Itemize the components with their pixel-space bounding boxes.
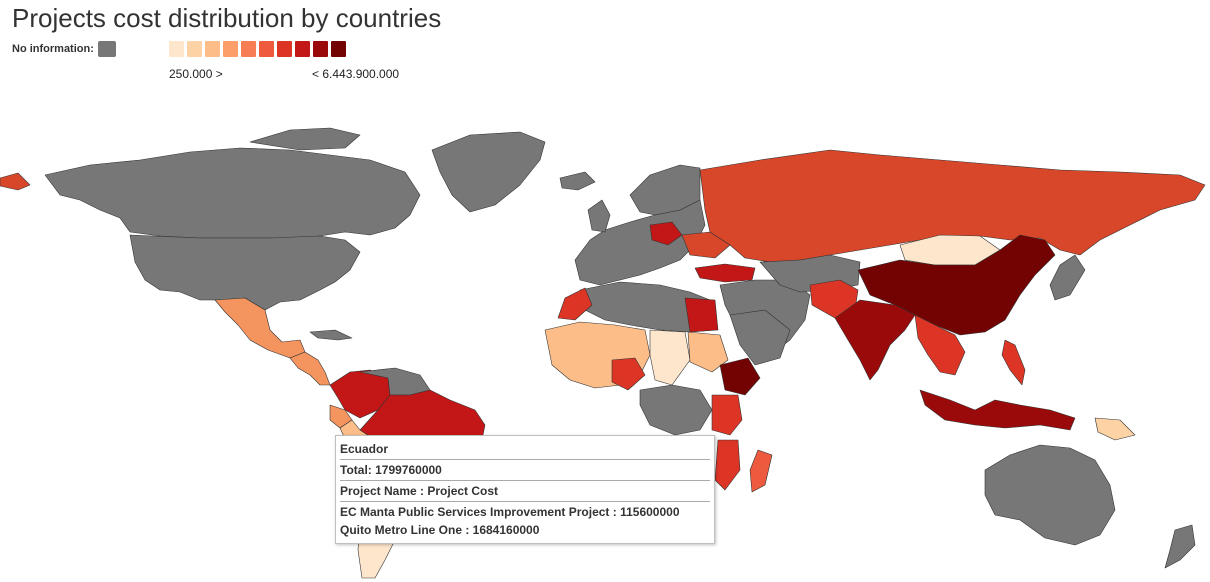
country-central-america[interactable] [289,351,331,386]
country-canada[interactable] [44,147,421,241]
country-morocco[interactable] [557,287,593,321]
no-information-label: No information: [12,43,94,55]
country-canada-islands[interactable] [249,127,361,151]
region-central-africa[interactable] [639,384,713,436]
country-poland[interactable] [649,221,683,246]
country-alaska-west[interactable] [0,172,31,191]
scale-swatch-5 [241,41,256,57]
country-papua-new-guinea[interactable] [1094,417,1136,441]
tooltip-total: Total: 1799760000 [340,463,442,477]
page-title: Projects cost distribution by countries [12,3,442,33]
scale-swatch-10 [331,41,346,57]
scale-swatch-2 [187,41,202,57]
legend-no-information: No information: [12,41,116,57]
scale-swatch-9 [313,41,328,57]
scale-max-label: < 6.443.900.000 [312,67,400,81]
scale-swatch-1 [169,41,184,57]
country-ukraine[interactable] [681,231,731,259]
tooltip-divider [340,480,710,481]
country-ethiopia[interactable] [719,357,761,396]
country-indonesia[interactable] [919,389,1076,431]
tooltip-project-row: Quito Metro Line One : 1684160000 [340,523,540,537]
tooltip-country: Ecuador [340,442,389,456]
map-tooltip: Ecuador Total: 1799760000 Project Name :… [335,435,715,544]
country-turkey[interactable] [694,263,756,283]
country-japan[interactable] [1049,254,1086,301]
country-kenya[interactable] [711,394,743,436]
country-saudi-arabia[interactable] [729,309,791,366]
no-information-swatch [97,41,116,57]
scale-swatch-4 [223,41,238,57]
tooltip-divider [340,501,710,502]
color-scale [169,41,349,57]
country-egypt[interactable] [684,297,719,333]
country-madagascar[interactable] [749,449,773,493]
country-nigeria[interactable] [611,357,646,391]
scale-swatch-8 [295,41,310,57]
country-greenland[interactable] [431,131,546,213]
country-australia[interactable] [984,444,1116,546]
scale-swatch-6 [259,41,274,57]
scale-swatch-3 [205,41,220,57]
scale-min-label: 250.000 > [169,67,223,81]
country-cuba[interactable] [309,329,353,341]
country-india[interactable] [834,299,916,381]
country-new-zealand[interactable] [1164,524,1196,569]
region-sahel[interactable] [649,329,691,386]
tooltip-project-row: EC Manta Public Services Improvement Pro… [340,505,680,519]
country-mozambique[interactable] [714,439,741,491]
country-mexico[interactable] [214,297,306,359]
country-philippines[interactable] [1001,339,1026,386]
country-united-kingdom[interactable] [587,199,611,233]
country-iceland[interactable] [559,171,596,191]
region-southeast-asia[interactable] [914,314,966,376]
tooltip-header: Project Name : Project Cost [340,484,499,498]
country-united-states[interactable] [129,234,361,311]
region-scandinavia[interactable] [629,164,701,216]
tooltip-divider [340,459,710,460]
scale-swatch-7 [277,41,292,57]
